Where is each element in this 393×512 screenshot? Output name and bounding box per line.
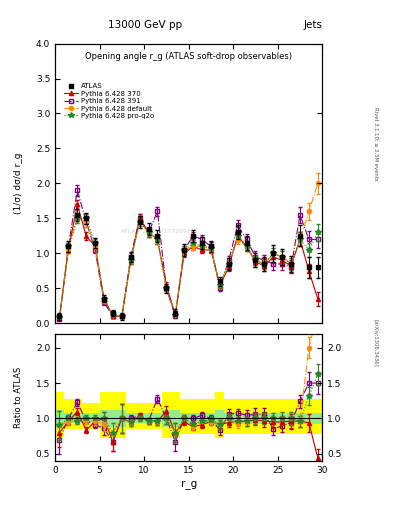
X-axis label: r_g: r_g (180, 480, 197, 490)
Text: Rivet 3.1.10; ≥ 2.5M events: Rivet 3.1.10; ≥ 2.5M events (373, 106, 378, 180)
Y-axis label: Ratio to ATLAS: Ratio to ATLAS (14, 367, 23, 428)
Text: Opening angle r_g (ATLAS soft-drop observables): Opening angle r_g (ATLAS soft-drop obser… (85, 52, 292, 61)
Text: Jets: Jets (303, 20, 322, 31)
Text: ATLAS_2019_I1772098: ATLAS_2019_I1772098 (121, 228, 192, 234)
Text: 13000 GeV pp: 13000 GeV pp (108, 20, 182, 31)
Y-axis label: (1/σ) dσ/d r_g: (1/σ) dσ/d r_g (14, 153, 23, 214)
Text: [arXiv:1306.3436]: [arXiv:1306.3436] (373, 319, 378, 367)
Legend: ATLAS, Pythia 6.428 370, Pythia 6.428 391, Pythia 6.428 default, Pythia 6.428 pr: ATLAS, Pythia 6.428 370, Pythia 6.428 39… (61, 80, 157, 122)
